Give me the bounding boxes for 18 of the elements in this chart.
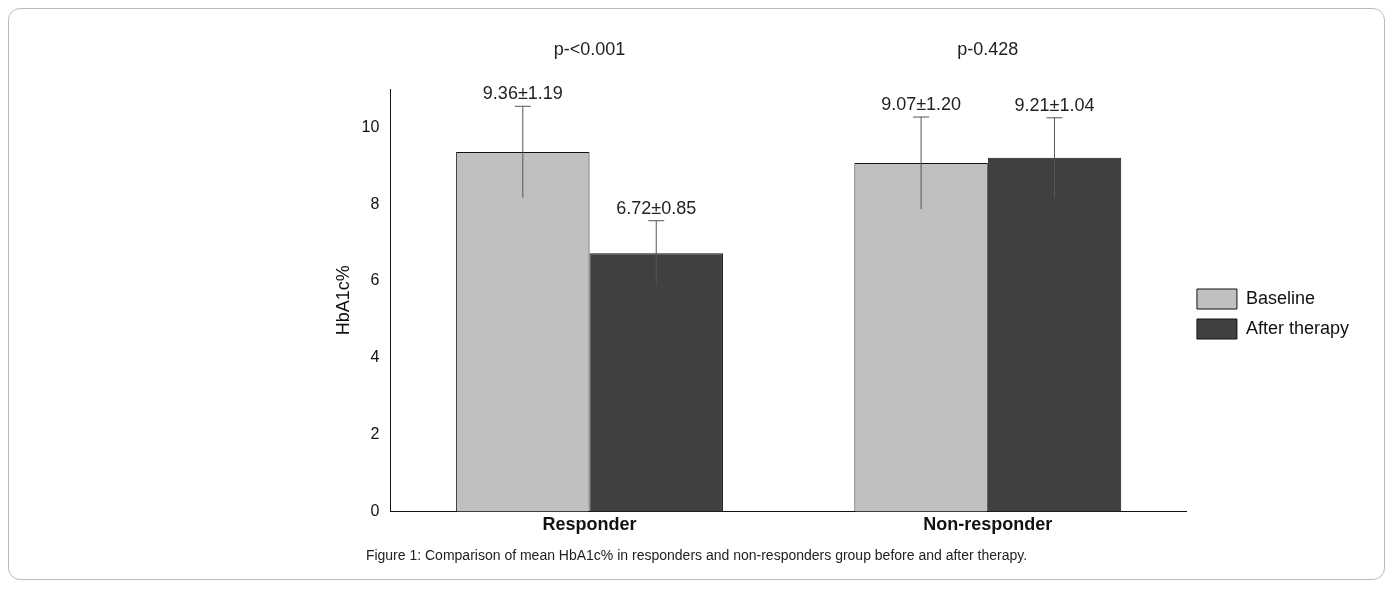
x-tick-label: Responder (542, 514, 637, 535)
y-tick-label: 0 (370, 501, 380, 519)
legend-label: Baseline (1245, 287, 1315, 308)
x-tick-label: Non-responder (923, 514, 1053, 535)
y-tick-label: 8 (370, 194, 380, 212)
y-axis-title: HbA1c% (332, 265, 353, 336)
y-tick-label: 10 (361, 117, 380, 135)
text: p-<0.001 (553, 38, 626, 59)
data-label: 6.72±0.85 (616, 197, 697, 218)
y-tick-label: 4 (370, 348, 380, 366)
data-label: 9.36±1.19 (482, 83, 563, 104)
text: p-0.428 (957, 38, 1019, 59)
y-tick-label: 6 (370, 271, 380, 289)
data-label: 9.07±1.20 (881, 94, 962, 114)
caption: Figure 1: Comparison of mean HbA1c% in responders and non-responders group before and after therapy. (364, 547, 1029, 563)
legend-label: After therapy (1245, 317, 1350, 338)
data-label: 9.21±1.04 (1014, 94, 1095, 115)
y-tick-label: 2 (370, 425, 380, 443)
